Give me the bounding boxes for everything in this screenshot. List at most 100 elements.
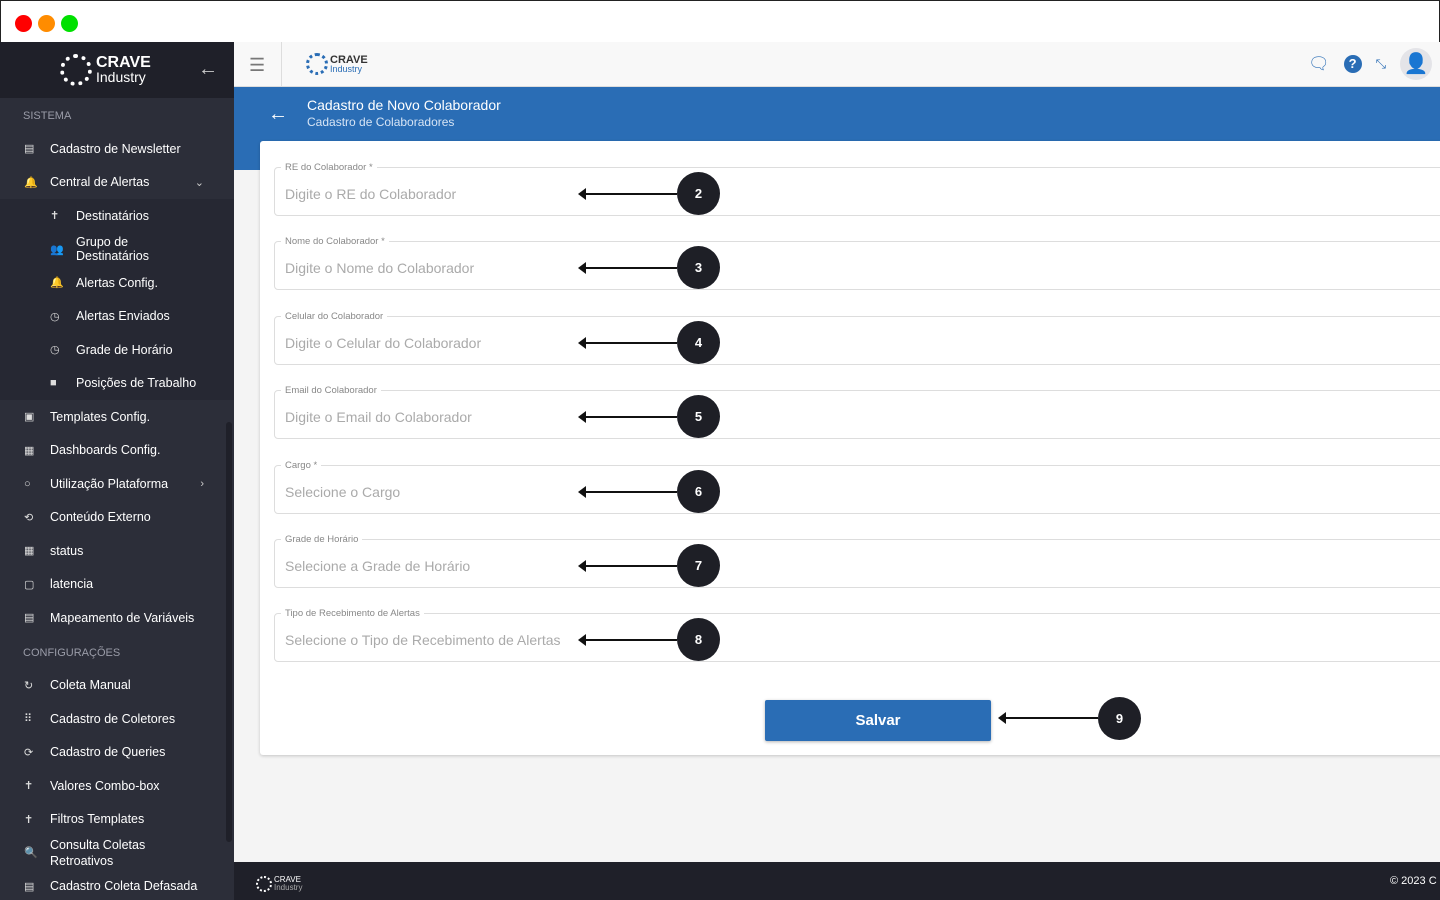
sidebar-item[interactable]: ○ Utilização Plataforma ›: [0, 467, 234, 501]
sidebar-item[interactable]: ▦ status: [0, 534, 234, 568]
search-icon: 🔍: [24, 846, 38, 859]
field-placeholder: Selecione o Tipo de Recebimento de Alert…: [285, 632, 561, 648]
annotation-badge: 5: [677, 395, 720, 438]
sidebar-item[interactable]: ⟲ Conteúdo Externo: [0, 501, 234, 535]
sidebar-item[interactable]: ▦ Dashboards Config.: [0, 434, 234, 468]
save-button[interactable]: Salvar: [765, 700, 991, 741]
sidebar-item[interactable]: ▤ Cadastro Coleta Defasada: [0, 870, 234, 900]
template-icon: ▣: [24, 411, 35, 424]
collapse-sidebar-icon[interactable]: ←: [198, 58, 218, 80]
topbar: ☰ CRAVE Industry 🗨 ? ⤡ 👤: [234, 42, 1440, 87]
sidebar-item[interactable]: 👥 Grupo de Destinatários: [0, 232, 234, 266]
sidebar-item-label: Consulta Coletas Retroativos: [50, 837, 146, 868]
sidebar-item[interactable]: ⟳ Cadastro de Queries: [0, 736, 234, 770]
sidebar-item[interactable]: ■ Posições de Trabalho: [0, 366, 234, 400]
annotation-badge: 3: [677, 246, 720, 289]
sidebar-item[interactable]: 🔔 Central de Alertas ⌄: [0, 166, 234, 200]
avatar[interactable]: 👤: [1400, 48, 1432, 80]
crave-logo-icon: [256, 876, 272, 892]
external-icon: ⟲: [24, 511, 34, 524]
sidebar-item[interactable]: ✝ Destinatários: [0, 199, 234, 233]
sidebar-item-label: Grade de Horário: [76, 342, 173, 357]
grid-icon: ▦: [24, 545, 35, 558]
sidebar-item-label: Mapeamento de Variáveis: [50, 610, 195, 625]
sidebar-item[interactable]: ▢ latencia: [0, 568, 234, 602]
bell-icon: 🔔: [24, 176, 38, 189]
history-icon: ◷: [50, 310, 60, 323]
form-field[interactable]: Tipo de Recebimento de Alertas Selecione …: [274, 608, 1440, 662]
form-field[interactable]: Cargo * Selecione o Cargo: [274, 460, 1440, 514]
annotation-arrow: [578, 634, 677, 646]
person-icon: ✝: [24, 813, 34, 826]
calendar-icon: ▤: [24, 880, 35, 893]
annotation-badge: 9: [1098, 697, 1141, 740]
annotation-badge: 7: [677, 544, 720, 587]
sidebar-item[interactable]: ◷ Alertas Enviados: [0, 299, 234, 333]
sidebar-item[interactable]: ✝ Valores Combo-box: [0, 769, 234, 803]
annotation-arrow: [998, 712, 1098, 724]
form-field[interactable]: Grade de Horário Selecione a Grade de Hor…: [274, 534, 1440, 588]
sidebar-item-label: Destinatários: [76, 208, 149, 223]
sidebar-item-label: Valores Combo-box: [50, 778, 160, 793]
sidebar-item-label: status: [50, 543, 84, 558]
form-field[interactable]: Celular do Colaborador Digite o Celular d…: [274, 311, 1440, 365]
menu-icon[interactable]: ☰: [249, 55, 266, 75]
sidebar-section-title: CONFIGURAÇÕES: [23, 646, 121, 659]
field-label: Cargo *: [281, 460, 322, 471]
form-field[interactable]: Nome do Colaborador * Digite o Nome do Co…: [274, 236, 1440, 290]
divider: [281, 42, 282, 87]
brand-logo[interactable]: CRAVE Industry: [60, 54, 151, 86]
help-icon[interactable]: ?: [1343, 55, 1362, 73]
chat-icon[interactable]: 🗨: [1308, 54, 1330, 73]
sidebar-section-title: SISTEMA: [23, 110, 72, 122]
topbar-logo[interactable]: CRAVE Industry: [306, 53, 368, 75]
sidebar-item-label: Grupo de Destinatários: [76, 235, 149, 264]
maximize-window-button[interactable]: [61, 15, 78, 32]
field-label: Email do Colaborador: [281, 385, 381, 396]
field-placeholder: Digite o Celular do Colaborador: [285, 335, 482, 351]
annotation-arrow: [578, 188, 677, 200]
field-label: Nome do Colaborador *: [281, 236, 389, 247]
field-label: Tipo de Recebimento de Alertas: [281, 608, 424, 619]
exit-fullscreen-icon[interactable]: ⤡: [1375, 56, 1386, 71]
field-placeholder: Selecione a Grade de Horário: [285, 558, 471, 574]
sidebar-item-label: Templates Config.: [50, 409, 151, 424]
sidebar-scrollbar[interactable]: [226, 422, 232, 842]
sidebar-item[interactable]: ⠿ Cadastro de Coletores: [0, 702, 234, 736]
sidebar-item[interactable]: ▤ Mapeamento de Variáveis: [0, 601, 234, 635]
field-label: RE do Colaborador *: [281, 162, 377, 173]
sidebar-item-label: Cadastro de Coletores: [50, 711, 176, 726]
sidebar-item[interactable]: ◷ Grade de Horário: [0, 333, 234, 367]
bell-gear-icon: 🔔: [50, 277, 64, 290]
circle-icon: ○: [24, 477, 31, 490]
sidebar-item[interactable]: ▣ Templates Config.: [0, 400, 234, 434]
sidebar-item[interactable]: ✝ Filtros Templates: [0, 803, 234, 837]
sidebar-item[interactable]: 🔍 Consulta Coletas Retroativos: [0, 836, 234, 870]
sidebar-item-label: Posições de Trabalho: [76, 376, 197, 391]
minimize-window-button[interactable]: [38, 15, 55, 32]
form-field[interactable]: RE do Colaborador * Digite o RE do Colabo…: [274, 162, 1440, 216]
page-title: Cadastro de Novo Colaborador: [307, 97, 501, 113]
sidebar-item-label: Filtros Templates: [50, 812, 145, 827]
sidebar-item-label: Conteúdo Externo: [50, 510, 151, 525]
chevron-right-icon[interactable]: ›: [200, 477, 204, 490]
field-placeholder: Digite o RE do Colaborador: [285, 186, 457, 202]
sidebar-item-label: Utilização Plataforma: [50, 476, 169, 491]
chevron-down-icon[interactable]: ⌄: [194, 176, 204, 189]
clock-icon: ◷: [50, 344, 60, 357]
sidebar-item-label: Coleta Manual: [50, 678, 131, 693]
close-window-button[interactable]: [15, 15, 32, 32]
group-icon: 👥: [50, 243, 64, 256]
annotation-badge: 4: [677, 321, 720, 364]
field-label: Grade de Horário: [281, 534, 363, 545]
annotation-arrow: [578, 486, 677, 498]
sidebar-item[interactable]: ↻ Coleta Manual: [0, 669, 234, 703]
crave-logo-icon: [60, 54, 92, 86]
form-field[interactable]: Email do Colaborador Digite o Email do Co…: [274, 385, 1440, 439]
annotation-badge: 6: [677, 470, 720, 513]
briefcase-icon: ■: [50, 377, 57, 390]
back-arrow-icon[interactable]: ←: [268, 103, 288, 125]
page-subtitle: Cadastro de Colaboradores: [307, 115, 455, 129]
sidebar-item[interactable]: ▤ Cadastro de Newsletter: [0, 132, 234, 166]
sidebar-item[interactable]: 🔔 Alertas Config.: [0, 266, 234, 300]
